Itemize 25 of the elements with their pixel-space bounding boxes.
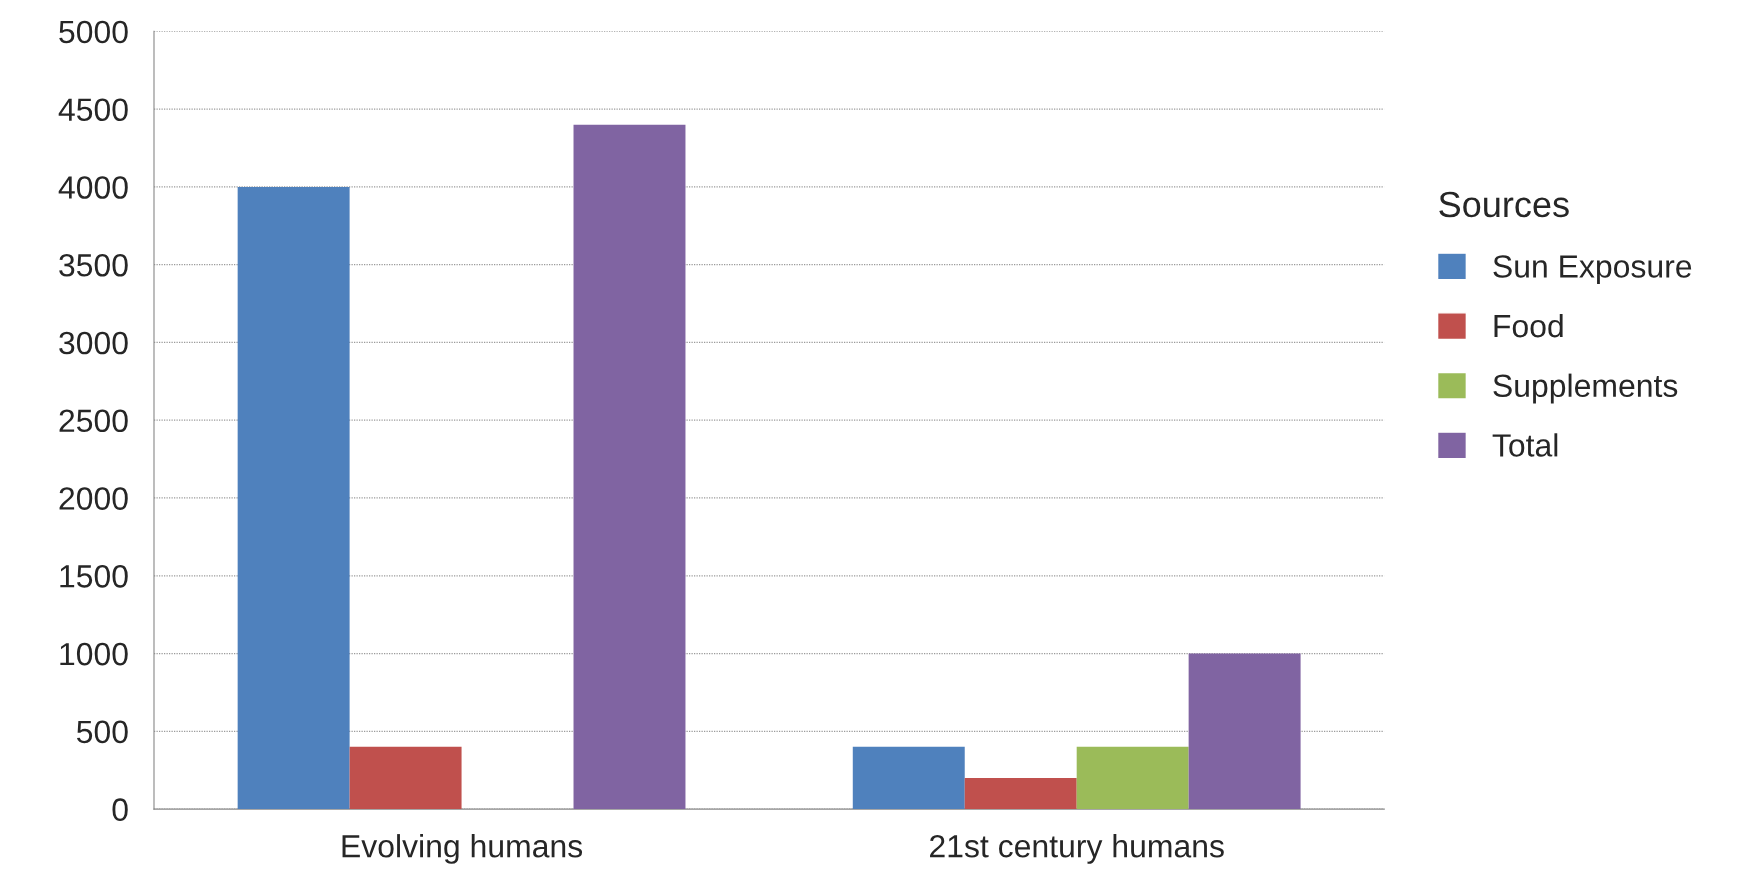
x-tick-label: Evolving humans [342, 834, 583, 864]
y-tick-label: 4500 [58, 98, 128, 122]
y-tick-label: 2500 [59, 409, 128, 433]
y-tick-label: 5000 [59, 20, 128, 44]
bar [573, 124, 686, 810]
y-tick-label: 4000 [58, 176, 128, 199]
y-tick-label: 2000 [59, 487, 128, 510]
bar [1188, 653, 1301, 810]
bar [852, 746, 965, 810]
legend-title: Sources [1439, 191, 1569, 218]
x-tick-label: 21st century humans [930, 834, 1224, 864]
y-tick-label: 0 [112, 798, 128, 821]
bar [1076, 746, 1189, 810]
legend-label: Sun Exposure [1493, 255, 1692, 285]
bar [964, 777, 1077, 810]
y-tick-label: 3500 [59, 253, 128, 277]
y-tick-label: 1500 [60, 565, 128, 588]
y-tick-label: 500 [76, 720, 128, 744]
legend-label: Food [1494, 313, 1563, 338]
legend-label: Supplements [1493, 373, 1678, 404]
bar [349, 746, 462, 810]
legend-label: Total [1492, 433, 1558, 457]
bar [237, 186, 350, 810]
y-tick-label: 3000 [59, 331, 128, 355]
y-tick-label: 1000 [60, 642, 128, 666]
